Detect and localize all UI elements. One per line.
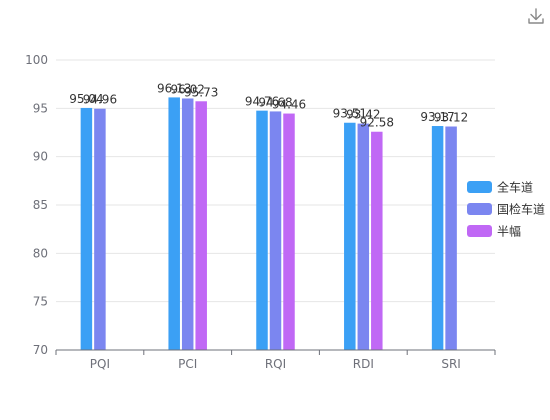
bar[interactable] — [181, 98, 194, 351]
bar[interactable] — [445, 126, 457, 350]
data-label: 92.58 — [360, 116, 394, 130]
bar[interactable] — [80, 107, 93, 351]
data-labels: 95.04 96.13 94.76 93.51 93.17 94.96 96.02 94.68… — [69, 81, 468, 129]
bar[interactable] — [94, 108, 106, 350]
x-tick-label: RDI — [353, 357, 374, 371]
y-tick-label: 70 — [33, 343, 48, 357]
legend-label[interactable]: 半幅 — [497, 224, 521, 239]
data-label: 93.42 — [346, 108, 380, 122]
y-tick-label: 90 — [33, 150, 48, 164]
data-label: 93.12 — [434, 111, 468, 125]
data-label: 93.51 — [333, 107, 367, 121]
legend-label[interactable]: 国检车道 — [497, 202, 545, 217]
y-tick-label: 80 — [33, 246, 48, 260]
bar[interactable] — [344, 122, 356, 350]
data-label: 94.68 — [258, 95, 292, 109]
bar[interactable] — [357, 123, 370, 351]
data-label: 96.02 — [171, 82, 205, 96]
y-tick-label: 75 — [33, 295, 48, 309]
y-tick-label: 100 — [25, 53, 48, 67]
y-tick-label: 85 — [33, 198, 48, 212]
bar[interactable] — [371, 131, 383, 350]
data-label: 94.76 — [245, 95, 279, 109]
bar[interactable] — [168, 97, 180, 350]
data-label: 96.13 — [157, 81, 191, 95]
download-button[interactable] — [526, 6, 546, 26]
bar[interactable] — [283, 113, 295, 350]
y-tick-label: 95 — [33, 101, 48, 115]
x-tick-label: SRI — [441, 357, 461, 371]
bar[interactable] — [431, 126, 444, 350]
bar[interactable] — [256, 110, 268, 350]
data-label: 95.73 — [184, 85, 218, 99]
x-tick-label: PQI — [90, 357, 110, 371]
legend-swatch[interactable] — [467, 181, 492, 193]
x-axis: PQI PCI RQI RDI SRI — [55, 349, 496, 371]
y-axis-ticks: 70 75 80 85 90 95 100 — [25, 53, 48, 357]
legend-label[interactable]: 全车道 — [497, 180, 533, 195]
data-label: 93.17 — [420, 110, 454, 124]
download-icon — [528, 8, 544, 24]
x-tick-label: PCI — [178, 357, 197, 371]
data-label: 94.96 — [83, 93, 117, 107]
legend-swatch[interactable] — [467, 203, 492, 215]
x-tick-label: RQI — [265, 357, 286, 371]
bars — [80, 97, 457, 351]
bar[interactable] — [269, 111, 282, 350]
bar[interactable] — [195, 101, 207, 350]
data-label: 94.46 — [272, 98, 306, 112]
data-label: 95.04 — [69, 92, 103, 106]
legend-swatch[interactable] — [467, 225, 492, 237]
